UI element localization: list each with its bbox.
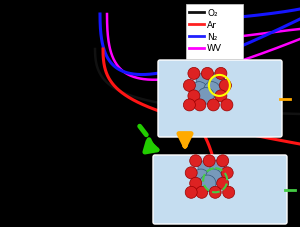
Circle shape <box>188 91 200 102</box>
Circle shape <box>223 186 235 198</box>
Circle shape <box>206 169 222 186</box>
Circle shape <box>198 88 214 105</box>
Circle shape <box>185 167 197 179</box>
Circle shape <box>198 160 214 177</box>
Circle shape <box>219 80 231 92</box>
Circle shape <box>207 99 219 111</box>
FancyBboxPatch shape <box>153 155 287 224</box>
Circle shape <box>194 99 206 111</box>
Circle shape <box>215 68 227 80</box>
Circle shape <box>210 160 226 177</box>
Text: WV: WV <box>207 44 222 53</box>
Text: Ar: Ar <box>207 20 217 29</box>
Circle shape <box>196 73 213 90</box>
Circle shape <box>221 167 233 179</box>
Circle shape <box>190 178 202 190</box>
Text: N₂: N₂ <box>207 32 217 41</box>
Circle shape <box>217 155 229 167</box>
Circle shape <box>201 68 213 80</box>
Circle shape <box>185 186 197 198</box>
FancyBboxPatch shape <box>158 61 282 137</box>
Circle shape <box>204 82 220 99</box>
Bar <box>186 5 243 60</box>
Circle shape <box>217 178 229 190</box>
Circle shape <box>215 91 227 102</box>
Circle shape <box>209 186 221 198</box>
Circle shape <box>208 73 225 90</box>
Text: O₂: O₂ <box>207 8 217 17</box>
Circle shape <box>221 99 233 111</box>
Circle shape <box>188 68 200 80</box>
Circle shape <box>183 99 195 111</box>
Circle shape <box>183 80 195 92</box>
Circle shape <box>190 155 202 167</box>
Circle shape <box>200 175 216 192</box>
Circle shape <box>191 82 207 99</box>
Circle shape <box>196 186 208 198</box>
Circle shape <box>203 155 215 167</box>
Circle shape <box>193 169 209 186</box>
